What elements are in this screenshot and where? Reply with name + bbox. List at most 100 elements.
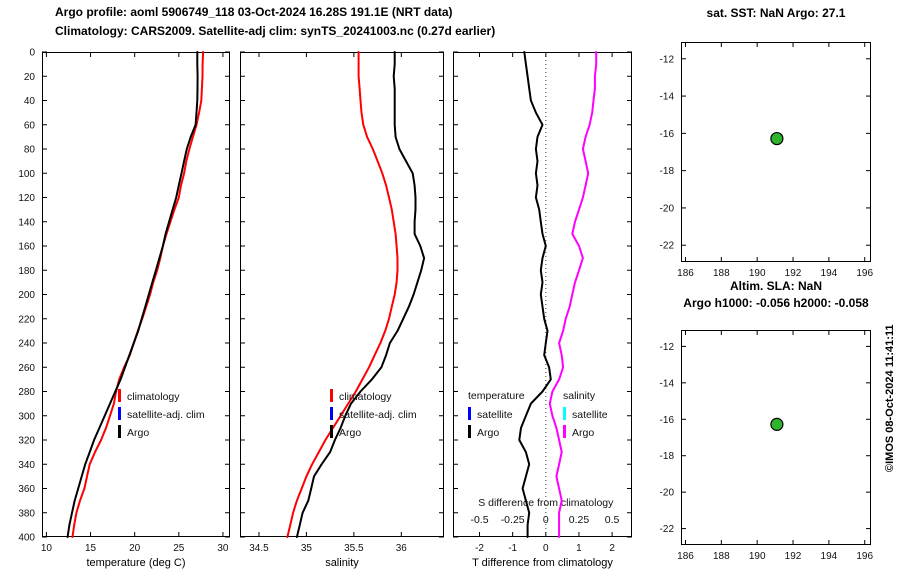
legend-swatch <box>330 425 333 438</box>
tick-label: -16 <box>660 415 675 426</box>
tick-label: 194 <box>821 551 838 562</box>
figure-title-line2: Climatology: CARS2009. Satellite-adj cli… <box>55 24 496 38</box>
tick-label: 100 <box>18 169 35 180</box>
tick-label: 196 <box>856 551 873 562</box>
tick-label: -16 <box>660 129 675 140</box>
s-difference-tick-label: -0.5 <box>470 514 488 526</box>
tick-label: 192 <box>785 268 802 279</box>
argo-position-marker <box>770 131 784 146</box>
difference-profile-panel: -2 -1 0 1 2 S difference from climatology -0.5… <box>453 51 632 554</box>
tick-label: 240 <box>18 339 35 350</box>
legend-label: Argo <box>127 427 149 439</box>
tick-label: -12 <box>660 342 675 353</box>
series-argo-salinity-difference <box>548 51 598 538</box>
legend: temperature satellite Argo <box>468 390 525 439</box>
xlabel-temperature: temperature (deg C) <box>86 557 186 569</box>
tick-label: -18 <box>660 451 675 462</box>
legend-label: climatology <box>339 391 392 403</box>
tick-label: 0 <box>29 48 35 59</box>
tick-label: 160 <box>18 242 35 253</box>
series-argo <box>66 51 199 538</box>
tick-label: 280 <box>18 387 35 398</box>
figure-title-line1: Argo profile: aoml 5906749_118 03-Oct-20… <box>55 5 453 19</box>
tick-label: -20 <box>660 203 675 214</box>
tick-label: -22 <box>660 524 675 535</box>
temperature-profile-panel: 10 15 20 25 30020406080100120140160180200220… <box>18 48 230 554</box>
legend: climatology satellite-adj. clim Argo <box>118 389 205 439</box>
legend: climatology satellite-adj. clim Argo <box>330 389 417 439</box>
legend-label: Argo <box>477 427 499 439</box>
axes-box <box>681 330 871 545</box>
tick-label: 400 <box>18 533 35 544</box>
series-climatology <box>286 51 399 538</box>
tick-label: 140 <box>18 217 35 228</box>
legend-label: satellite-adj. clim <box>339 409 417 421</box>
tick-label: -2 <box>475 543 484 554</box>
tick-label: 15 <box>85 543 97 554</box>
map-sla-title-line1: Altim. SLA: NaN <box>729 279 822 293</box>
tick-label: -12 <box>660 54 675 65</box>
tick-label: 190 <box>749 551 766 562</box>
salinity-profile-panel: 34.5 35 35.5 36 climatology satellite-adj. cl… <box>240 51 444 554</box>
map-sst-panel: 186 188 190 192 194 196 -22 -20 -18 -16 -14 -12 <box>660 42 874 279</box>
tick-label: 10 <box>41 543 53 554</box>
tick-label: 186 <box>677 268 694 279</box>
tick-label: 40 <box>24 96 36 107</box>
tick-label: -22 <box>660 241 675 252</box>
series-climatology <box>71 51 205 538</box>
tick-label: 20 <box>129 543 141 554</box>
legend-label: climatology <box>127 391 180 403</box>
legend-swatch <box>118 407 121 420</box>
s-difference-tick-label: 0.5 <box>605 514 620 526</box>
series-argo <box>295 51 426 538</box>
legend-title: temperature <box>468 390 525 402</box>
tick-label: 20 <box>24 72 36 83</box>
tick-label: 1 <box>576 543 582 554</box>
map-sst-title: sat. SST: NaN Argo: 27.1 <box>706 6 846 20</box>
xlabel-salinity: salinity <box>325 557 359 569</box>
legend-swatch <box>118 425 121 438</box>
series-argo-temperature-difference <box>518 51 552 538</box>
tick-label: 25 <box>173 543 185 554</box>
tick-label: 2 <box>609 543 615 554</box>
tick-label: 360 <box>18 484 35 495</box>
s-difference-tick-label: -0.25 <box>501 514 525 526</box>
legend-swatch <box>563 407 566 420</box>
tick-label: 30 <box>217 543 229 554</box>
s-difference-tick-label: 0.25 <box>569 514 590 526</box>
tick-label: 196 <box>856 268 873 279</box>
tick-label: 0 <box>543 543 549 554</box>
map-sla-title-line2: Argo h1000: -0.056 h2000: -0.058 <box>683 296 869 310</box>
legend-swatch <box>330 389 333 402</box>
tick-label: -14 <box>660 378 675 389</box>
s-difference-axis-label: S difference from climatology <box>478 497 614 509</box>
tick-label: 300 <box>18 411 35 422</box>
tick-label: -20 <box>660 488 675 499</box>
argo-position-marker <box>770 417 784 431</box>
tick-label: 80 <box>24 145 36 156</box>
tick-label: 120 <box>18 193 35 204</box>
tick-label: 180 <box>18 266 35 277</box>
tick-label: 188 <box>713 551 730 562</box>
tick-label: 380 <box>18 508 35 519</box>
s-difference-tick-label: 0 <box>543 514 549 526</box>
legend: salinity satellite Argo <box>563 390 608 439</box>
legend-swatch <box>468 425 471 438</box>
legend-label: satellite-adj. clim <box>127 409 205 421</box>
legend-swatch <box>563 425 566 438</box>
legend-label: satellite <box>477 409 513 421</box>
tick-label: 194 <box>821 268 838 279</box>
tick-label: 340 <box>18 460 35 471</box>
tick-label: 186 <box>677 551 694 562</box>
axes-box <box>681 42 871 262</box>
tick-label: -1 <box>508 543 517 554</box>
axes-box <box>42 52 230 537</box>
tick-label: 35.5 <box>344 543 364 554</box>
legend-label: Argo <box>339 427 361 439</box>
legend-swatch <box>468 407 471 420</box>
tick-label: 34.5 <box>249 543 269 554</box>
imos-watermark: ©IMOS 08-Oct-2024 11:41:11 <box>884 324 896 472</box>
map-sla-panel: 186 188 190 192 194 196 -22 -20 -18 -16 -14 -12 <box>660 330 874 562</box>
